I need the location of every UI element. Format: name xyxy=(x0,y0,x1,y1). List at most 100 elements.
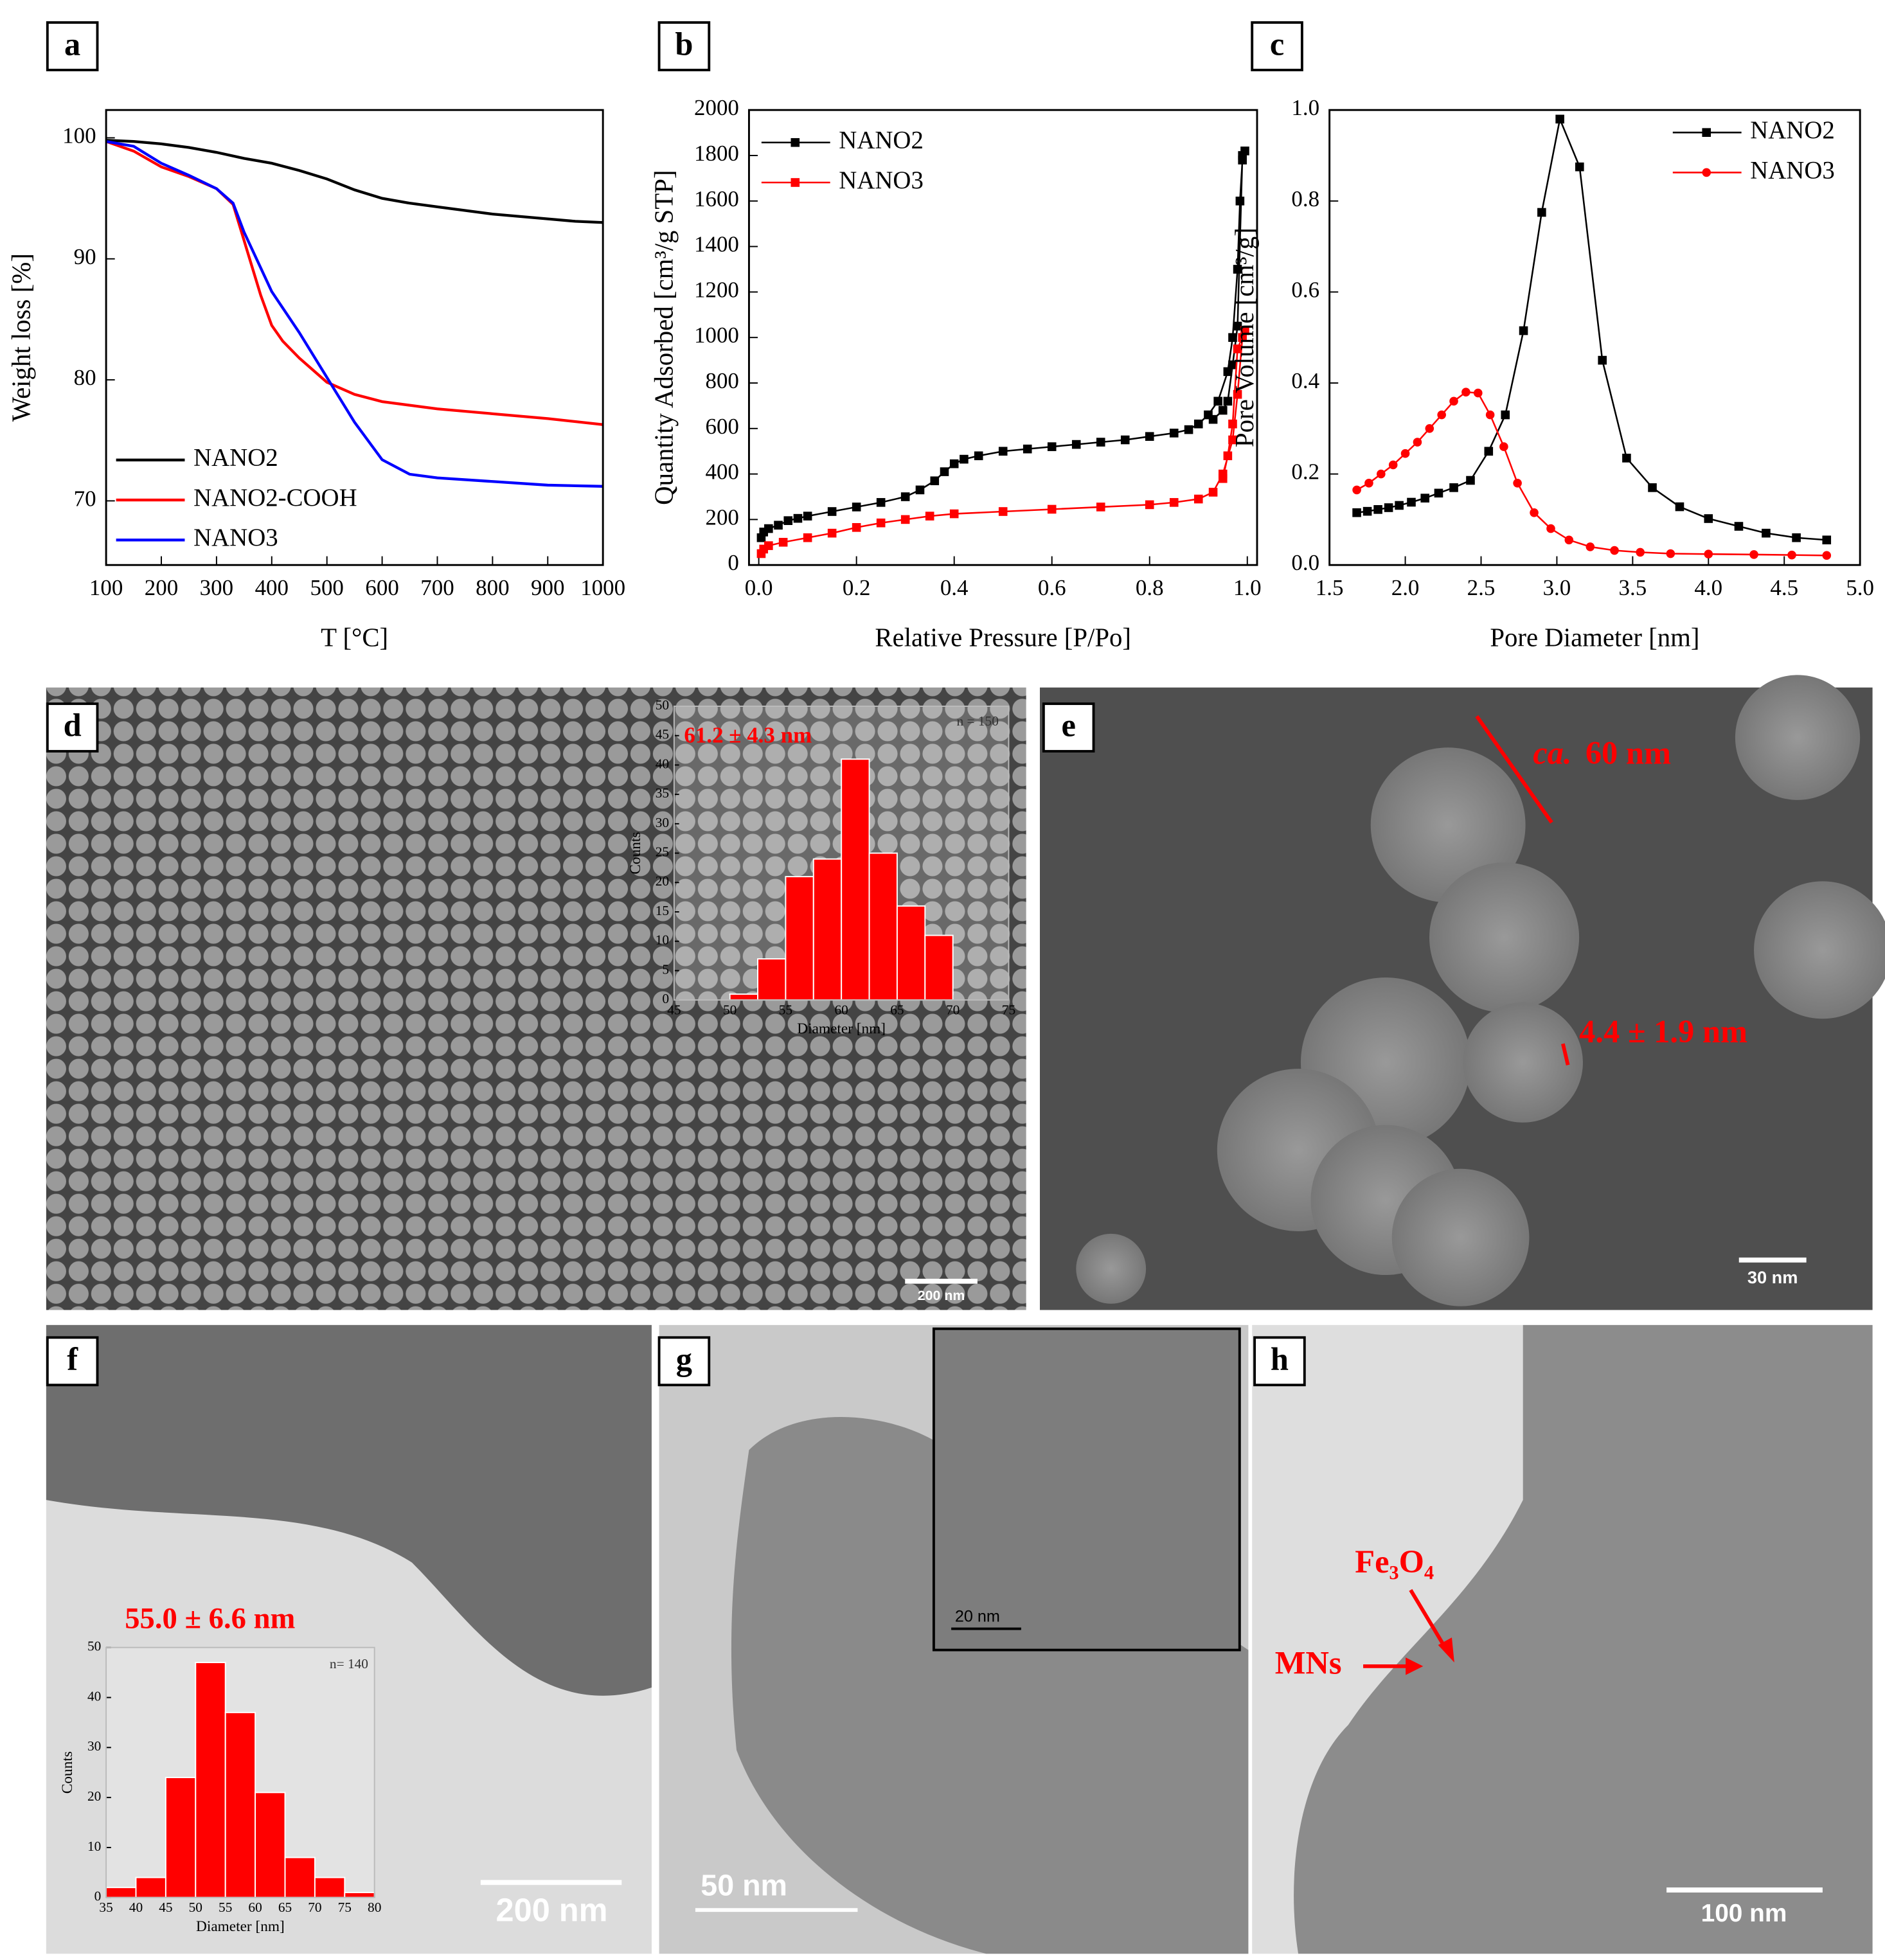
scale-bar-label: 100 nm xyxy=(1701,1900,1787,1927)
point xyxy=(1501,410,1510,420)
point xyxy=(1425,423,1434,433)
scale-bar-label: 20 nm xyxy=(955,1608,1000,1626)
y-tick-label: 0.0 xyxy=(1291,550,1319,575)
x-tick-label: 700 xyxy=(420,575,454,600)
point xyxy=(1822,551,1832,560)
point xyxy=(1169,498,1179,507)
point xyxy=(1575,162,1584,172)
point xyxy=(1461,388,1470,396)
inset-g xyxy=(932,1327,1241,1652)
point xyxy=(1096,438,1105,447)
point xyxy=(1193,494,1203,504)
point xyxy=(1235,196,1245,206)
point xyxy=(1238,151,1247,160)
y-tick-label: 1600 xyxy=(694,186,739,211)
point xyxy=(764,541,773,550)
x-tick-label: 300 xyxy=(200,575,233,600)
point xyxy=(1449,396,1458,406)
scale-bar-label: 50 nm xyxy=(701,1868,787,1902)
point xyxy=(960,454,969,464)
y-tick-label: 80 xyxy=(74,365,96,390)
bar xyxy=(841,758,870,1001)
point xyxy=(1364,478,1373,488)
point xyxy=(1223,451,1233,461)
point xyxy=(1218,474,1228,483)
y-tick-label: 100 xyxy=(62,123,96,148)
point xyxy=(1071,440,1081,449)
bar xyxy=(255,1792,286,1898)
plot-frame xyxy=(747,109,1258,566)
point xyxy=(1377,469,1386,479)
point xyxy=(1704,514,1713,523)
x-tick-label: 500 xyxy=(310,575,343,600)
x-tick-label: 4.5 xyxy=(1770,575,1798,600)
point xyxy=(1400,449,1410,458)
y-tick-label: 10 xyxy=(87,1839,101,1854)
point xyxy=(1749,550,1758,559)
legend-label: NANO2 xyxy=(193,444,278,472)
x-tick-label: 50 xyxy=(723,1002,737,1018)
size-label: 60 nm xyxy=(1586,735,1671,771)
y-tick-label: 600 xyxy=(705,414,738,439)
point xyxy=(930,476,940,486)
point xyxy=(1610,546,1619,555)
bar xyxy=(785,876,814,1001)
y-tick-label: 800 xyxy=(705,368,738,393)
point xyxy=(949,459,959,468)
panel-label: a xyxy=(64,26,80,62)
point xyxy=(1213,396,1222,406)
x-tick-label: 3.0 xyxy=(1543,575,1571,600)
x-tick-label: 55 xyxy=(779,1002,792,1018)
point xyxy=(1228,419,1237,429)
point xyxy=(827,507,837,516)
point xyxy=(778,537,788,547)
y-tick-label: 5 xyxy=(662,961,669,977)
point xyxy=(1473,388,1483,398)
point xyxy=(1407,497,1416,507)
point xyxy=(1598,355,1607,365)
x-tick-label: 45 xyxy=(667,1002,681,1018)
x-axis-label: Diameter [nm] xyxy=(196,1918,285,1935)
point xyxy=(1666,549,1675,558)
point xyxy=(1362,506,1372,516)
y-tick-label: 35 xyxy=(656,785,669,801)
plot-frame xyxy=(105,109,604,566)
legend-marker xyxy=(791,178,800,187)
point xyxy=(852,522,861,532)
point xyxy=(998,507,1008,516)
point xyxy=(1537,208,1546,217)
point xyxy=(764,524,773,533)
point xyxy=(1822,535,1832,545)
x-tick-label: 600 xyxy=(365,575,398,600)
point xyxy=(774,521,783,530)
x-tick-label: 0.8 xyxy=(1136,575,1164,600)
point xyxy=(1413,438,1422,447)
y-tick-label: 2000 xyxy=(694,95,739,120)
y-tick-label: 25 xyxy=(656,844,669,859)
bar xyxy=(868,852,898,1001)
y-axis-label: Quantity Adsorbed [cm³/g STP] xyxy=(650,170,679,504)
bar xyxy=(284,1857,316,1898)
y-axis-label: Counts xyxy=(59,1751,76,1794)
x-tick-label: 0.2 xyxy=(843,575,871,600)
y-tick-label: 45 xyxy=(656,727,669,742)
bar xyxy=(195,1662,226,1898)
point xyxy=(915,485,925,495)
point xyxy=(1513,478,1522,488)
y-tick-label: 20 xyxy=(656,873,669,889)
point xyxy=(793,513,803,523)
x-axis-label: Relative Pressure [P/Po] xyxy=(875,623,1131,652)
y-tick-label: 20 xyxy=(87,1788,101,1804)
point xyxy=(1145,432,1154,441)
fit-label: 55.0 ± 6.6 nm xyxy=(125,1602,295,1635)
x-axis-label: Diameter [nm] xyxy=(797,1020,886,1037)
y-tick-label: 30 xyxy=(87,1738,101,1754)
point xyxy=(1223,396,1233,406)
y-tick-label: 0 xyxy=(94,1889,102,1904)
y-tick-label: 70 xyxy=(74,486,96,511)
panel-label: g xyxy=(676,1341,692,1377)
point xyxy=(1704,549,1713,559)
arrow-head xyxy=(1406,1657,1424,1675)
bar xyxy=(135,1876,166,1898)
point xyxy=(876,498,886,507)
